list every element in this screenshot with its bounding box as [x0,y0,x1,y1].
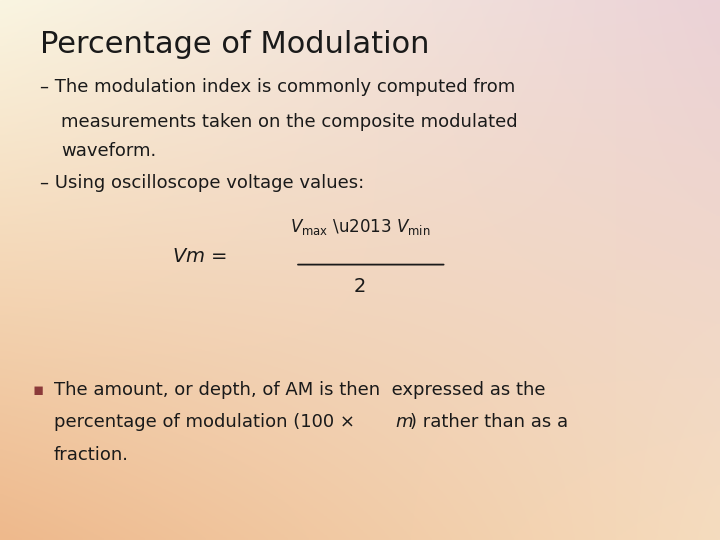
Text: $V_{\rm max}$ \u2013 $V_{\rm min}$: $V_{\rm max}$ \u2013 $V_{\rm min}$ [289,217,431,237]
Text: – Using oscilloscope voltage values:: – Using oscilloscope voltage values: [40,174,364,192]
Text: percentage of modulation (100 ×: percentage of modulation (100 × [54,413,361,431]
Text: The amount, or depth, of AM is then  expressed as the: The amount, or depth, of AM is then expr… [54,381,546,399]
Text: $\mathit{Vm}$ =: $\mathit{Vm}$ = [172,247,227,266]
Text: waveform.: waveform. [61,142,156,160]
Text: ) rather than as a: ) rather than as a [410,413,569,431]
Text: $\mathit{m}$: $\mathit{m}$ [395,413,413,431]
Text: measurements taken on the composite modulated: measurements taken on the composite modu… [61,113,518,131]
Text: Percentage of Modulation: Percentage of Modulation [40,30,429,59]
Text: 2: 2 [354,276,366,296]
Text: – The modulation index is commonly computed from: – The modulation index is commonly compu… [40,78,515,96]
Text: ▪: ▪ [32,381,44,399]
Text: fraction.: fraction. [54,446,129,463]
